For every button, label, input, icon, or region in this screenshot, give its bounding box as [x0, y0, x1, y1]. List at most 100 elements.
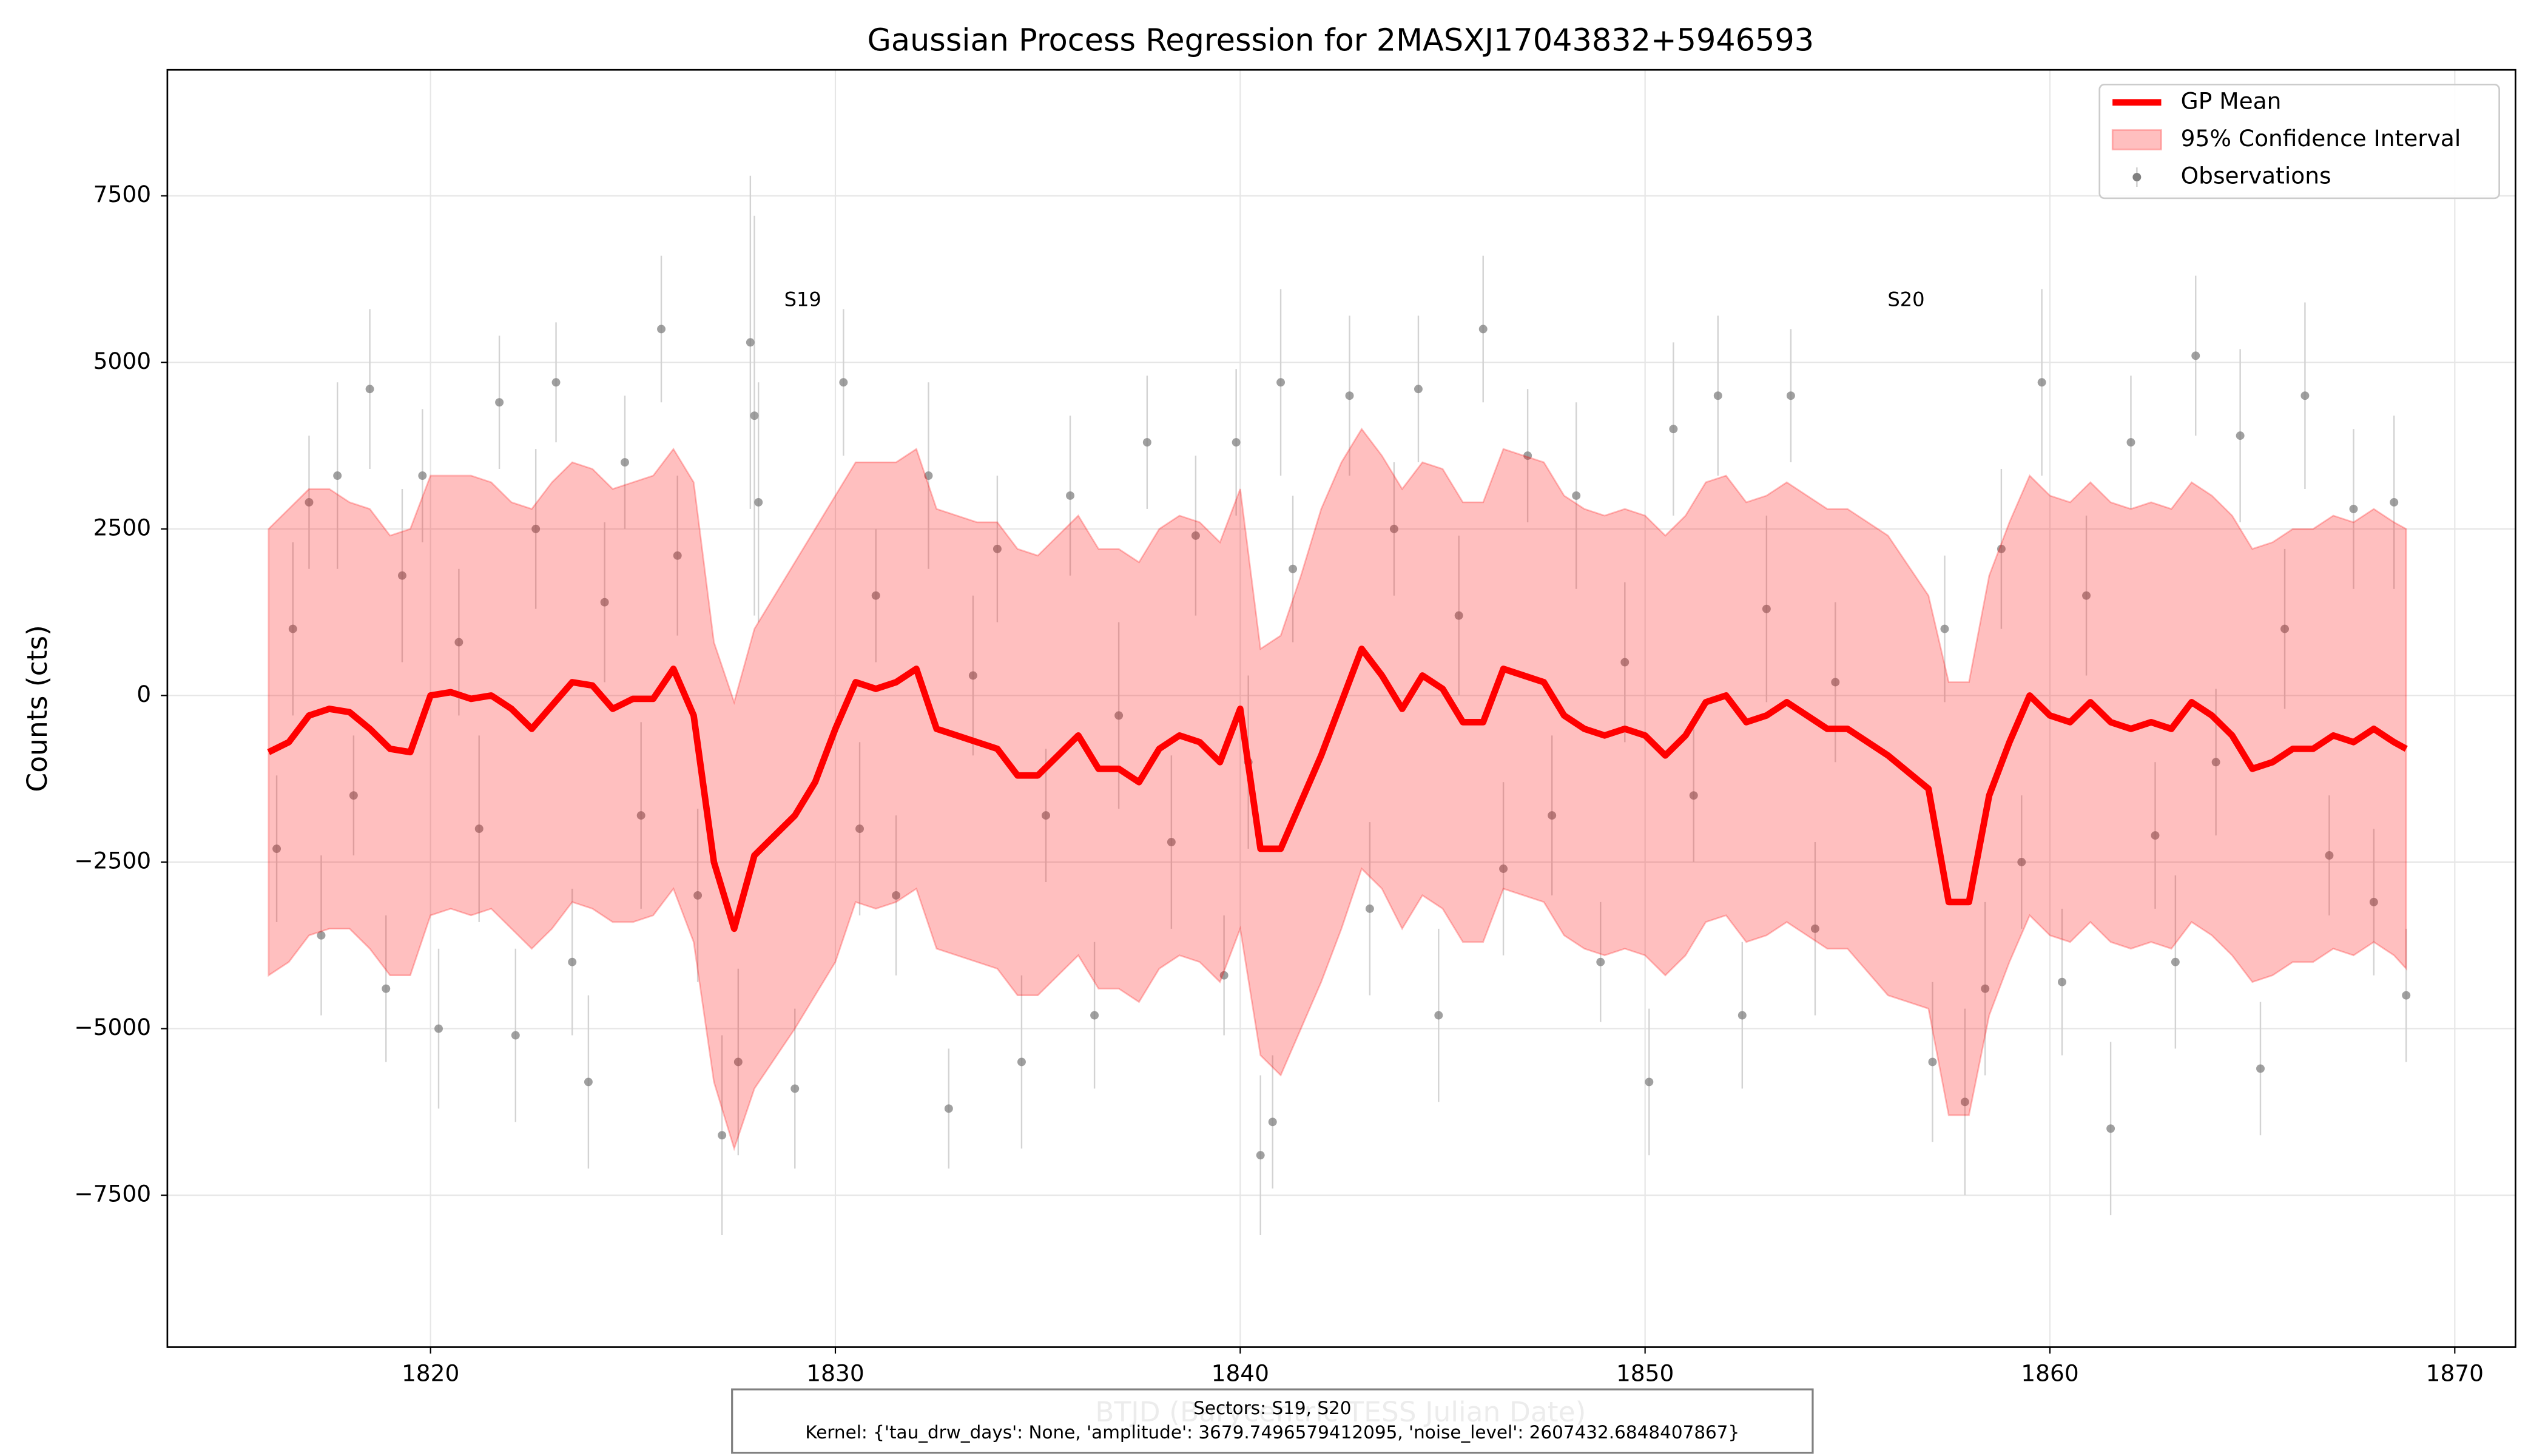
- observation-point: [1268, 1117, 1277, 1127]
- observation-point: [2106, 1124, 2115, 1133]
- observation-point: [531, 524, 541, 533]
- observation-point: [1499, 864, 1508, 873]
- observation-point: [1219, 971, 1228, 980]
- observation-point: [718, 1131, 727, 1140]
- observation-point: [2300, 391, 2310, 400]
- confidence-band: [268, 427, 2407, 1151]
- observation-point: [1414, 385, 1423, 394]
- observation-point: [1167, 838, 1176, 847]
- y-tick-label: −2500: [74, 848, 151, 874]
- observation-point: [434, 1024, 443, 1033]
- y-tick-label: 5000: [93, 348, 151, 374]
- observation-point: [382, 984, 391, 993]
- observation-point: [2017, 858, 2026, 866]
- observation-point: [1434, 1011, 1443, 1020]
- y-axis-label: Counts (cts): [21, 625, 53, 792]
- observation-point: [568, 957, 577, 966]
- observation-point: [1142, 438, 1151, 447]
- observation-point: [1831, 678, 1840, 687]
- info-text: Kernel: {'tau_drw_days': None, 'amplitud…: [805, 1422, 1739, 1443]
- observation-point: [1232, 438, 1241, 447]
- mean-line: [267, 645, 2408, 932]
- x-tick-label: 1850: [1616, 1360, 1674, 1387]
- observation-point: [317, 931, 326, 940]
- x-tick-label: 1840: [1212, 1360, 1269, 1387]
- observation-point: [1669, 425, 1678, 434]
- observation-point: [1928, 1057, 1937, 1067]
- observation-point: [2171, 957, 2180, 966]
- observation-point: [333, 471, 342, 480]
- observation-point: [636, 811, 645, 820]
- annotation: S20: [1887, 288, 1924, 311]
- observation-point: [2256, 1064, 2265, 1073]
- observation-point: [1997, 544, 2006, 553]
- observation-point: [993, 544, 1002, 553]
- observation-point: [871, 591, 880, 600]
- observation-point: [305, 497, 314, 507]
- observation-point: [365, 385, 374, 394]
- x-tick-label: 1860: [2021, 1360, 2078, 1387]
- observation-point: [1713, 391, 1722, 400]
- legend-box: [2098, 83, 2500, 200]
- observation-point: [924, 471, 933, 480]
- observation-point: [495, 398, 504, 407]
- observation-point: [2402, 991, 2411, 1000]
- observation-point: [2082, 591, 2091, 600]
- observation-point: [1017, 1057, 1026, 1067]
- observation-point: [2390, 497, 2399, 507]
- observation-point: [1454, 611, 1463, 620]
- y-tick-label: 7500: [93, 181, 151, 207]
- observation-point: [746, 338, 755, 347]
- observation-point: [1345, 391, 1354, 400]
- observation-point: [2191, 351, 2200, 360]
- observation-point: [2349, 504, 2358, 513]
- observation-point: [2151, 831, 2160, 840]
- plot-area: [267, 175, 2411, 1236]
- observation-point: [733, 1057, 743, 1067]
- observation-point: [1276, 378, 1286, 387]
- observation-point: [621, 458, 629, 467]
- observation-point: [2058, 977, 2066, 986]
- observation-point: [418, 471, 427, 480]
- legend-label: GP Mean: [2181, 87, 2282, 114]
- observation-point: [1365, 904, 1374, 913]
- observation-point: [1066, 491, 1075, 500]
- observation-point: [855, 824, 864, 834]
- observation-point: [1523, 451, 1532, 460]
- observation-point: [1940, 624, 1949, 633]
- x-tick-label: 1820: [402, 1360, 459, 1387]
- observation-point: [968, 671, 977, 680]
- y-tick-label: 2500: [93, 514, 151, 541]
- observation-point: [1960, 1097, 1969, 1107]
- observation-point: [1042, 811, 1050, 820]
- observation-point: [584, 1077, 593, 1087]
- observation-point: [1478, 325, 1488, 334]
- observation-point: [1289, 564, 1298, 573]
- observation-point: [2325, 851, 2334, 860]
- x-tick-label: 1870: [2426, 1360, 2484, 1387]
- observation-point: [2236, 431, 2245, 440]
- legend-swatch: [2111, 129, 2162, 150]
- observation-point: [1762, 604, 1771, 613]
- observation-point: [600, 598, 609, 607]
- observation-point: [349, 791, 358, 800]
- observation-point: [750, 411, 759, 420]
- observation-point: [673, 551, 682, 560]
- legend-label: 95% Confidence Interval: [2181, 125, 2461, 152]
- observation-point: [1596, 957, 1605, 966]
- observation-point: [790, 1084, 800, 1093]
- observation-point: [454, 638, 463, 647]
- observation-point: [1737, 1011, 1747, 1020]
- observation-point: [892, 891, 901, 900]
- chart-title: Gaussian Process Regression for 2MASXJ17…: [867, 23, 1814, 59]
- observation-point: [397, 571, 406, 580]
- observation-point: [1786, 391, 1795, 400]
- legend-label: Observations: [2181, 162, 2331, 189]
- observation-point: [1114, 711, 1124, 720]
- observation-point: [693, 891, 703, 900]
- observation-point: [2037, 378, 2046, 387]
- y-tick-label: −7500: [74, 1181, 151, 1207]
- observation-point: [272, 844, 281, 854]
- observation-point: [839, 378, 848, 387]
- observation-point: [1191, 531, 1200, 540]
